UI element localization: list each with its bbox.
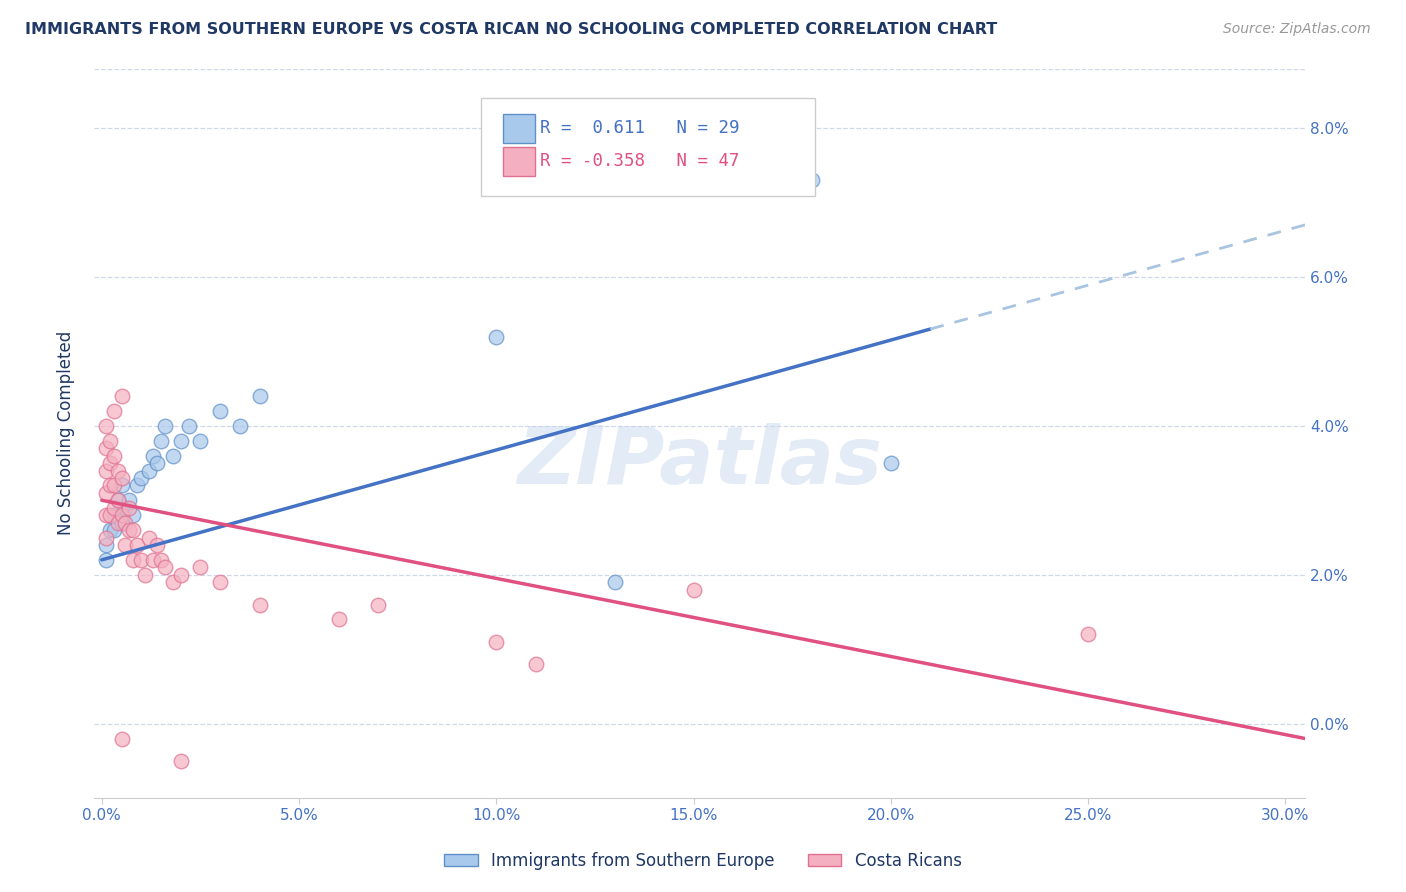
Point — [800, 173, 823, 187]
Point — [209, 575, 232, 590]
Point — [150, 553, 173, 567]
Point — [107, 516, 129, 530]
Point — [98, 478, 121, 492]
Point — [328, 612, 350, 626]
Point — [110, 478, 132, 492]
Text: IMMIGRANTS FROM SOUTHERN EUROPE VS COSTA RICAN NO SCHOOLING COMPLETED CORRELATIO: IMMIGRANTS FROM SOUTHERN EUROPE VS COSTA… — [25, 22, 998, 37]
Legend: Immigrants from Southern Europe, Costa Ricans: Immigrants from Southern Europe, Costa R… — [437, 846, 969, 877]
Point — [94, 508, 117, 523]
Point — [103, 404, 125, 418]
Point — [122, 553, 145, 567]
Point — [118, 523, 141, 537]
Point — [129, 471, 152, 485]
Point — [94, 463, 117, 477]
Point — [110, 516, 132, 530]
Point — [367, 598, 389, 612]
Point — [114, 500, 136, 515]
Point — [190, 560, 212, 574]
Point — [103, 523, 125, 537]
Point — [249, 389, 271, 403]
Point — [162, 575, 184, 590]
Point — [107, 493, 129, 508]
Text: Source: ZipAtlas.com: Source: ZipAtlas.com — [1223, 22, 1371, 37]
Point — [150, 434, 173, 448]
Point — [177, 418, 200, 433]
Point — [107, 463, 129, 477]
Text: ZIPatlas: ZIPatlas — [517, 424, 882, 501]
Y-axis label: No Schooling Completed: No Schooling Completed — [58, 331, 75, 535]
FancyBboxPatch shape — [503, 147, 534, 176]
Point — [98, 456, 121, 470]
Point — [110, 471, 132, 485]
Point — [94, 486, 117, 500]
Point — [94, 531, 117, 545]
Point — [146, 456, 169, 470]
Point — [127, 478, 149, 492]
Point — [153, 418, 176, 433]
Point — [110, 731, 132, 746]
Point — [170, 434, 193, 448]
Point — [118, 493, 141, 508]
Point — [129, 553, 152, 567]
Point — [94, 441, 117, 455]
Point — [153, 560, 176, 574]
Point — [209, 404, 232, 418]
Point — [118, 500, 141, 515]
Point — [94, 553, 117, 567]
Point — [1077, 627, 1099, 641]
Point — [103, 500, 125, 515]
Point — [138, 531, 160, 545]
Point — [682, 582, 704, 597]
Point — [170, 567, 193, 582]
Point — [170, 754, 193, 768]
Point — [94, 418, 117, 433]
FancyBboxPatch shape — [481, 98, 814, 196]
Point — [127, 538, 149, 552]
Point — [110, 389, 132, 403]
Point — [107, 493, 129, 508]
Point — [138, 463, 160, 477]
Point — [94, 538, 117, 552]
Point — [249, 598, 271, 612]
Point — [142, 449, 165, 463]
Point — [190, 434, 212, 448]
Point — [880, 456, 903, 470]
Point — [142, 553, 165, 567]
Point — [98, 508, 121, 523]
Point — [524, 657, 547, 671]
Point — [103, 478, 125, 492]
Point — [162, 449, 184, 463]
Point — [603, 575, 626, 590]
Point — [122, 508, 145, 523]
FancyBboxPatch shape — [503, 114, 534, 143]
Point — [110, 508, 132, 523]
Point — [98, 523, 121, 537]
Point — [114, 538, 136, 552]
Text: R = -0.358   N = 47: R = -0.358 N = 47 — [540, 153, 740, 170]
Point — [103, 449, 125, 463]
Point — [122, 523, 145, 537]
Point — [485, 329, 508, 343]
Point — [98, 434, 121, 448]
Point — [103, 508, 125, 523]
Text: R =  0.611   N = 29: R = 0.611 N = 29 — [540, 120, 740, 137]
Point — [485, 634, 508, 648]
Point — [229, 418, 252, 433]
Point — [146, 538, 169, 552]
Point — [134, 567, 156, 582]
Point — [114, 516, 136, 530]
